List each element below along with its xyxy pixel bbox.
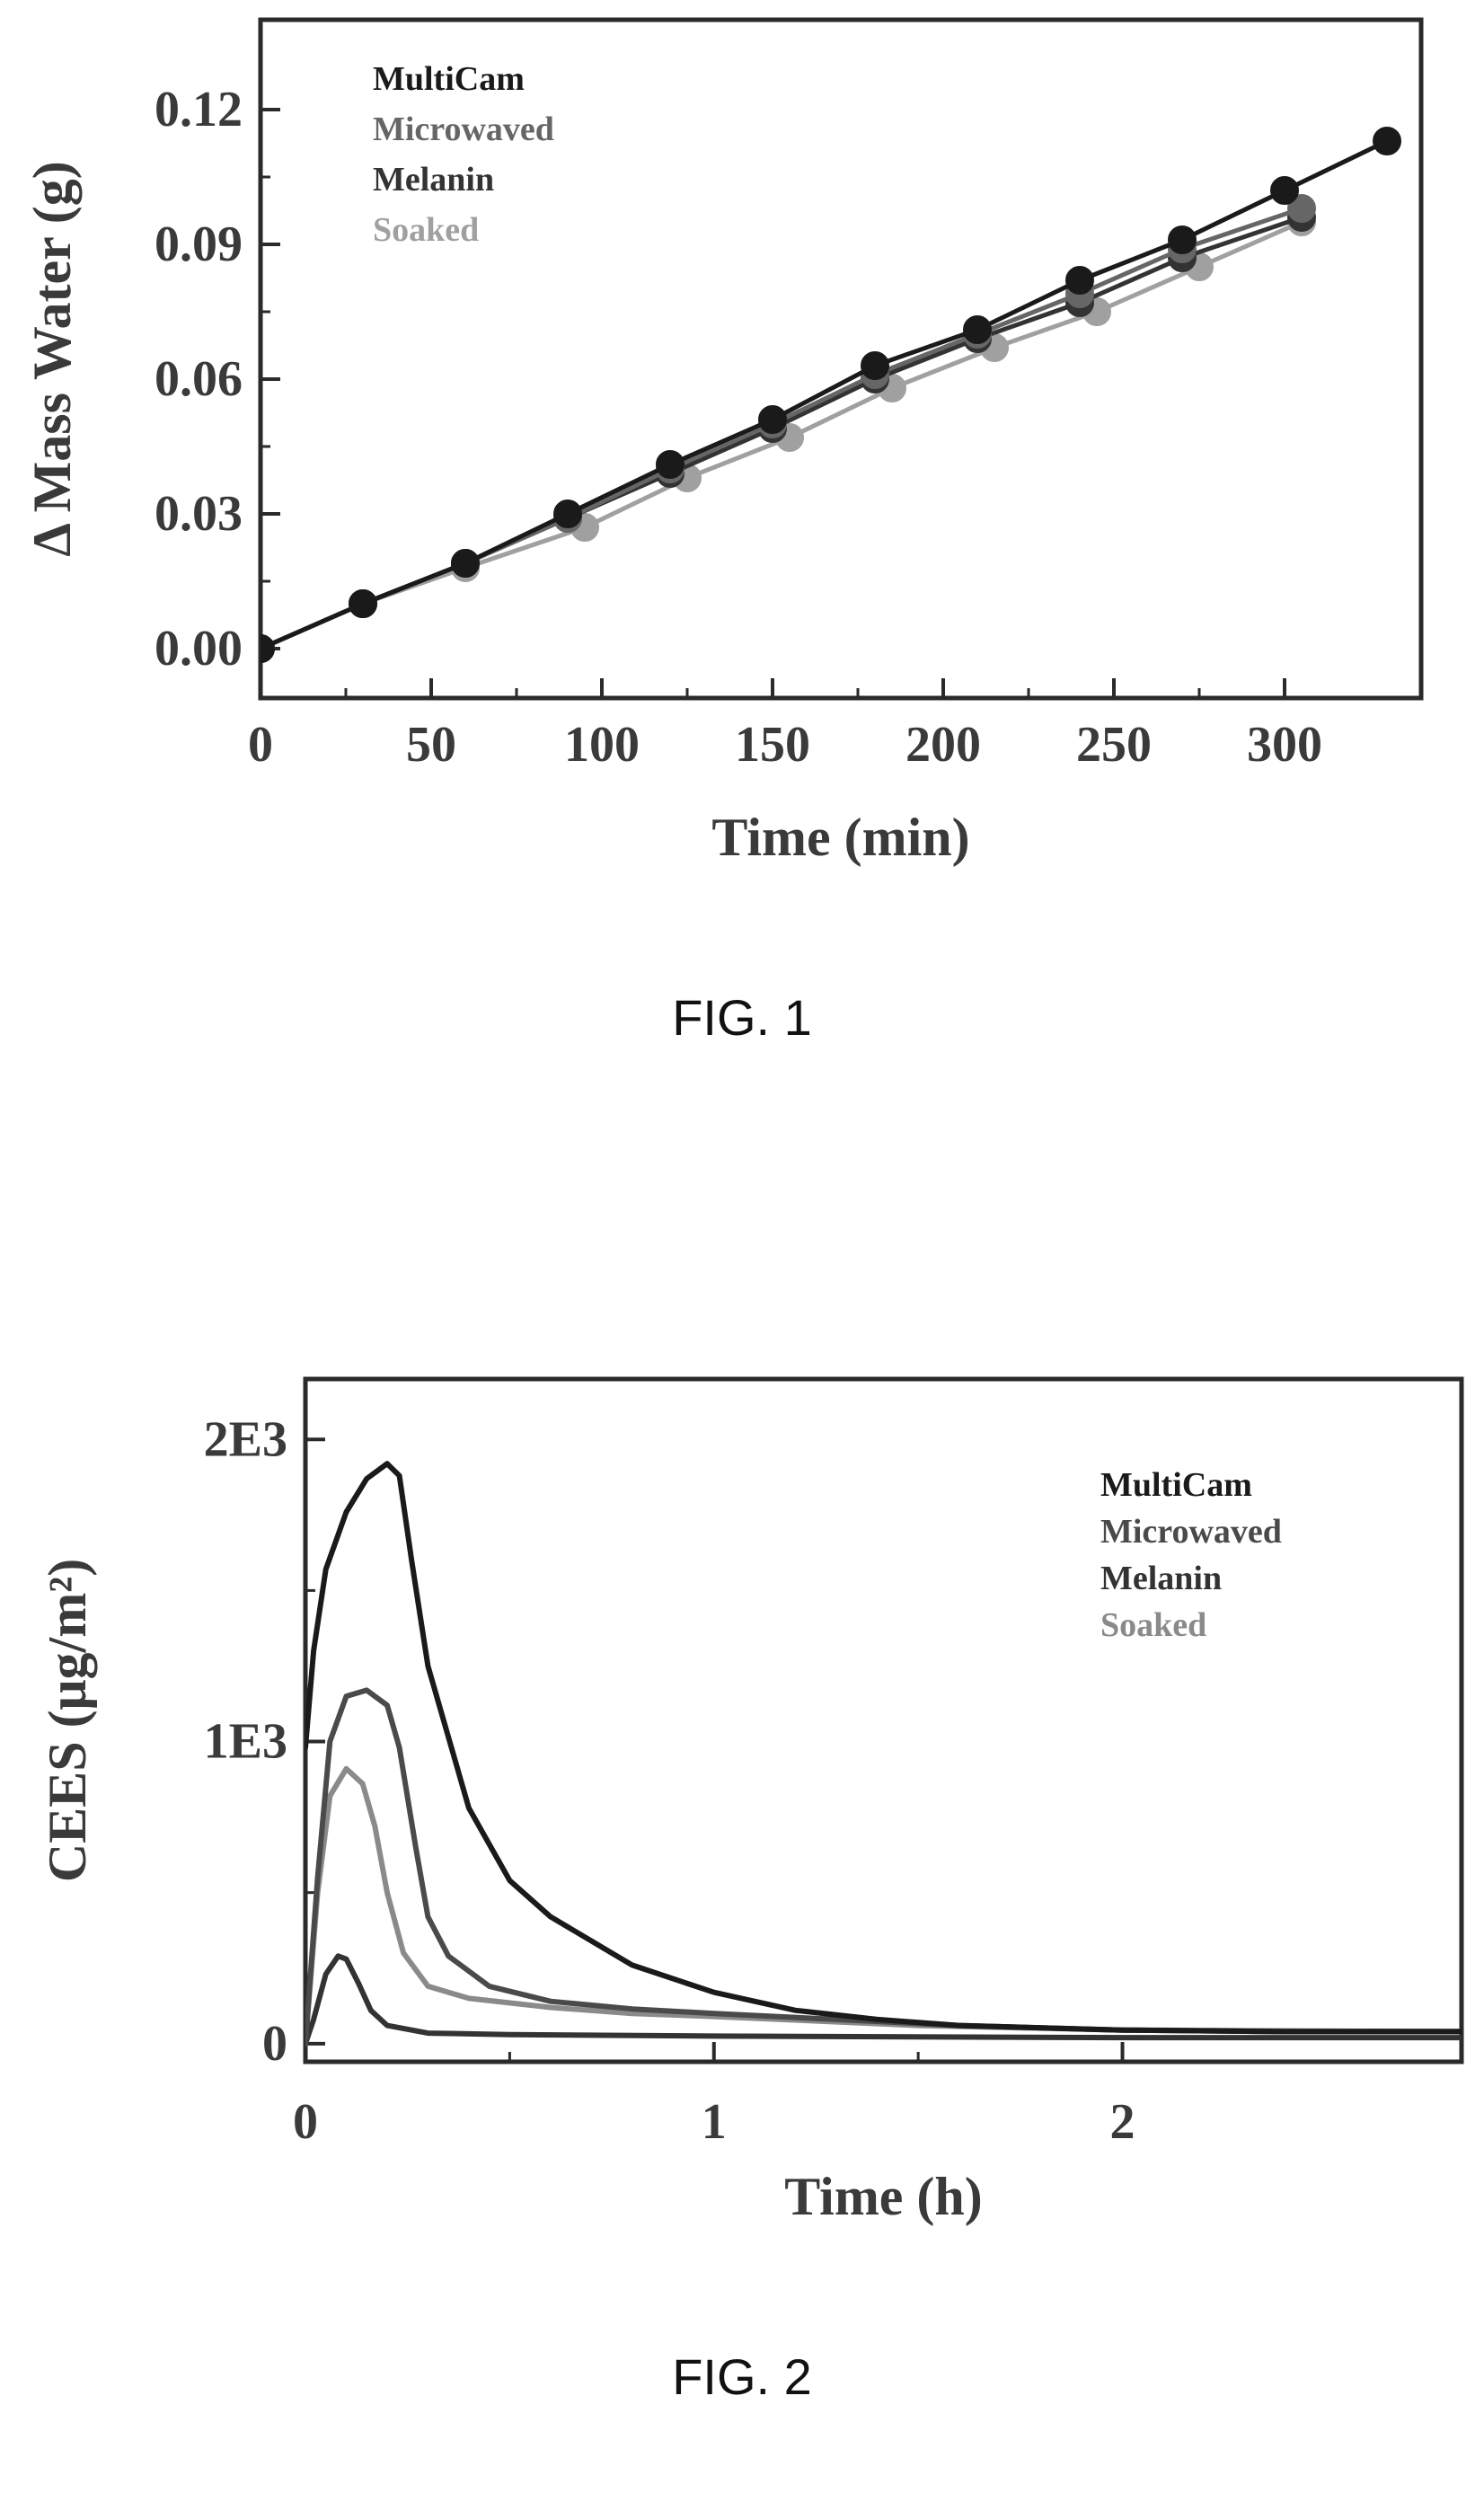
x-axis-label: Time (h) — [784, 2167, 983, 2226]
x-tick-label: 150 — [735, 717, 810, 773]
data-point — [759, 406, 786, 433]
legend-entry: MultiCam — [1100, 1466, 1252, 1504]
y-tick-label: 0.09 — [155, 217, 243, 272]
y-tick-label: 0 — [262, 2016, 287, 2072]
y-axis-label: CEES (μg/m²) — [38, 1559, 97, 1882]
y-tick-label: 0.12 — [155, 82, 243, 137]
data-point — [1066, 267, 1093, 294]
series-microwaved — [305, 1690, 1462, 2043]
data-point — [554, 500, 581, 527]
x-tick-label: 100 — [564, 717, 640, 773]
y-tick-label: 2E3 — [204, 1411, 287, 1467]
x-tick-label: 0 — [248, 717, 273, 773]
series-multicam — [247, 128, 1400, 662]
data-point — [452, 550, 479, 577]
legend-entry: Microwaved — [373, 111, 554, 148]
legend-entry: Melanin — [1100, 1560, 1222, 1597]
legend-entry: Melanin — [373, 161, 494, 199]
y-tick-label: 0.00 — [155, 621, 243, 676]
series-line-soaked — [305, 1769, 1462, 2044]
y-tick-label: 0.06 — [155, 351, 243, 407]
x-tick-label: 1 — [702, 2094, 727, 2150]
legend-entry: MultiCam — [373, 60, 525, 98]
data-point — [1374, 128, 1400, 155]
x-tick-label: 300 — [1247, 717, 1322, 773]
x-tick-label: 200 — [905, 717, 981, 773]
x-axis-label: Time (min) — [711, 808, 969, 867]
series-line-multicam — [305, 1463, 1462, 2031]
series-line-microwaved — [305, 1690, 1462, 2043]
plot-frame — [305, 1379, 1462, 2062]
chart-mass-water: 0 50 100 150 200 250 300 0.00 0.03 0.06 0.09 0.12 Ti… — [22, 20, 1421, 867]
data-point — [861, 352, 888, 379]
data-point — [657, 451, 684, 478]
y-tick-label: 1E3 — [204, 1714, 287, 1770]
data-point — [349, 590, 376, 617]
figure-caption-2: FIG. 2 — [672, 2348, 812, 2405]
data-point — [247, 635, 274, 662]
y-tick-label: 0.03 — [155, 486, 243, 542]
chart-cees: 0 1 2 0 1E3 2E3 Time (h) CEES (μg/m²) MultiCam Mi… — [38, 1379, 1462, 2226]
legend-entry: Soaked — [1100, 1606, 1206, 1644]
series-soaked — [305, 1769, 1462, 2044]
legend-entry: Soaked — [373, 211, 479, 249]
figure-caption-1: FIG. 1 — [672, 989, 812, 1046]
data-point — [1271, 177, 1298, 204]
x-tick-label: 0 — [293, 2094, 318, 2150]
data-point — [964, 316, 991, 343]
x-tick-label: 250 — [1076, 717, 1152, 773]
legend-entry: Microwaved — [1100, 1513, 1282, 1551]
series-multicam — [305, 1463, 1462, 2031]
data-point — [1169, 226, 1196, 253]
y-axis-label: Δ Mass Water (g) — [22, 161, 82, 556]
x-tick-label: 2 — [1110, 2094, 1135, 2150]
x-tick-label: 50 — [406, 717, 456, 773]
